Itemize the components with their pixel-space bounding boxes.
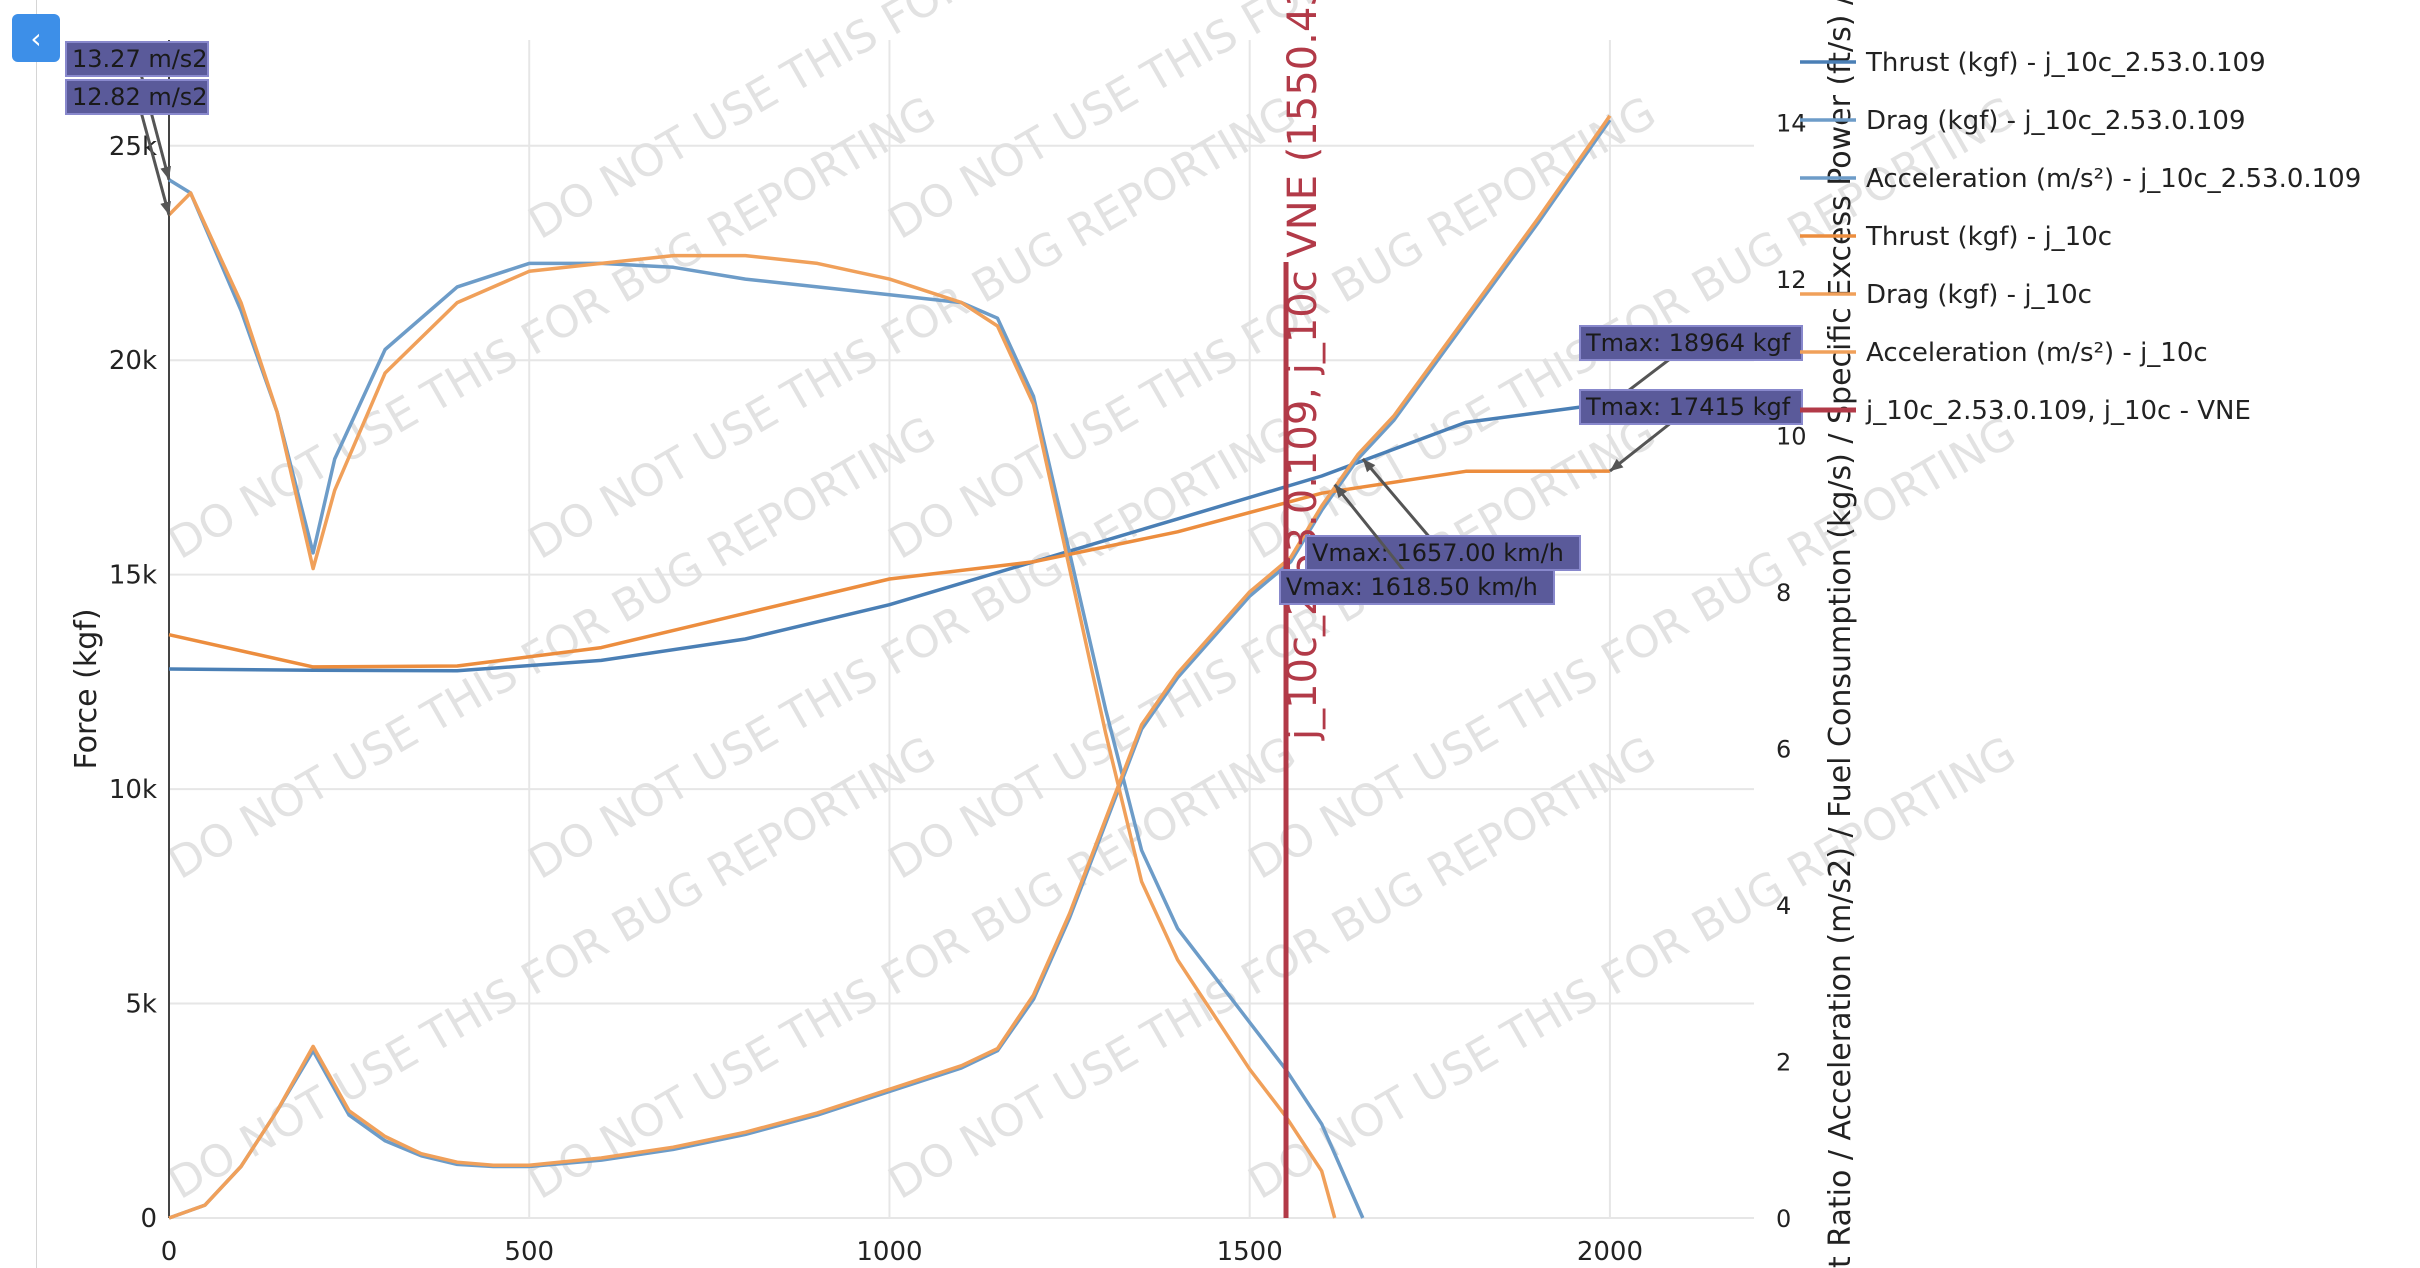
- y-right-tick-label: 10: [1776, 423, 1807, 451]
- y-right-tick-label: 12: [1776, 266, 1807, 294]
- legend-item[interactable]: j_10c_2.53.0.109, j_10c - VNE: [1800, 396, 2251, 426]
- annotation-arrow: [135, 96, 171, 216]
- series-line-3: [168, 469, 1610, 669]
- series-line-1: [168, 118, 1612, 1220]
- series-line-4: [168, 114, 1612, 1220]
- annotation-text: 12.82 m/s2: [72, 83, 208, 111]
- annotation-arrowhead: [1334, 484, 1348, 499]
- legend-item[interactable]: Acceleration (m/s²) - j_10c: [1800, 338, 2208, 368]
- y-left-axis-title: Force (kgf): [69, 608, 104, 769]
- annotation-arrowhead: [160, 201, 171, 215]
- annotation-box: [1579, 325, 1803, 361]
- x-tick-label: 500: [504, 1237, 554, 1267]
- legend-label: Acceleration (m/s²) - j_10c: [1866, 338, 2208, 368]
- legend-item[interactable]: Drag (kgf) - j_10c_2.53.0.109: [1800, 106, 2246, 136]
- series-lines: [167, 114, 1612, 1220]
- y-left-tick-label: 0: [140, 1204, 157, 1234]
- x-tick-label: 1500: [1217, 1237, 1283, 1267]
- legend-label: Drag (kgf) - j_10c: [1866, 280, 2092, 310]
- y-left-tick-label: 5k: [125, 990, 157, 1020]
- legend-label: Thrust (kgf) - j_10c_2.53.0.109: [1865, 48, 2266, 78]
- legend-label: Drag (kgf) - j_10c_2.53.0.109: [1866, 106, 2246, 136]
- annotation-arrowhead: [1362, 458, 1376, 473]
- annotation-text: 13.27 m/s2: [72, 45, 208, 73]
- annotation-box: [1279, 569, 1555, 605]
- annotation-arrowhead: [1609, 458, 1624, 472]
- vne-label: j_10c_2.53.0.109, j_10c VNE (1550.43: [1280, 0, 1326, 741]
- y-left-tick-label: 10k: [109, 775, 157, 805]
- x-tick-label: 1000: [856, 1237, 922, 1267]
- annotation-box: [65, 41, 209, 77]
- legend-item[interactable]: Acceleration (m/s²) - j_10c_2.53.0.109: [1800, 164, 2361, 194]
- y-right-tick-label: 2: [1776, 1049, 1791, 1077]
- left-panel-border: [36, 0, 37, 1268]
- legend-item[interactable]: Thrust (kgf) - j_10c_2.53.0.109: [1800, 48, 2266, 78]
- y-right-tick-label: 6: [1776, 736, 1791, 764]
- legend-label: Acceleration (m/s²) - j_10c_2.53.0.109: [1866, 164, 2361, 194]
- y-right-tick-label: 4: [1776, 892, 1791, 920]
- annotation-text: Tmax: 18964 kgf: [1585, 329, 1791, 357]
- x-tick-label: 0: [161, 1237, 178, 1267]
- y-right-tick-label: 0: [1776, 1205, 1791, 1233]
- annotation-arrowhead: [160, 165, 171, 180]
- legend-item[interactable]: Thrust (kgf) - j_10c: [1800, 222, 2112, 252]
- back-button[interactable]: ‹: [12, 14, 60, 62]
- series-line-5: [167, 191, 1337, 1219]
- y-right-tick-label: 8: [1776, 579, 1791, 607]
- legend[interactable]: Thrust (kgf) - j_10c_2.53.0.109 Drag (kgf…: [1800, 48, 2361, 426]
- y-left-tick-label: 20k: [109, 346, 157, 376]
- y-right-axis-title: t Ratio / Acceleration (m/s2) / Fuel Con…: [1823, 0, 1858, 1268]
- annotation-text: Tmax: 17415 kgf: [1585, 393, 1791, 421]
- annotation-box: [65, 79, 209, 115]
- series-line-0: [168, 401, 1611, 673]
- annotations: j_10c_2.53.0.109, j_10c VNE (1550.43 13.2…: [65, 0, 1803, 741]
- legend-label: j_10c_2.53.0.109, j_10c - VNE: [1865, 396, 2251, 426]
- annotation-text: Vmax: 1618.50 km/h: [1286, 573, 1538, 601]
- axes: 0 500 1000 1500 200005k10k15k20k25k024681012…: [69, 0, 1858, 1268]
- y-right-tick-label: 14: [1776, 110, 1807, 138]
- series-line-2: [168, 178, 1365, 1219]
- legend-label: Thrust (kgf) - j_10c: [1865, 222, 2112, 252]
- y-left-tick-label: 15k: [109, 561, 157, 591]
- x-tick-label: 2000: [1577, 1237, 1643, 1267]
- chevron-left-icon: ‹: [30, 21, 42, 55]
- legend-item[interactable]: Drag (kgf) - j_10c: [1800, 280, 2092, 310]
- annotation-text: Vmax: 1657.00 km/h: [1312, 539, 1564, 567]
- annotation-box: [1579, 389, 1803, 425]
